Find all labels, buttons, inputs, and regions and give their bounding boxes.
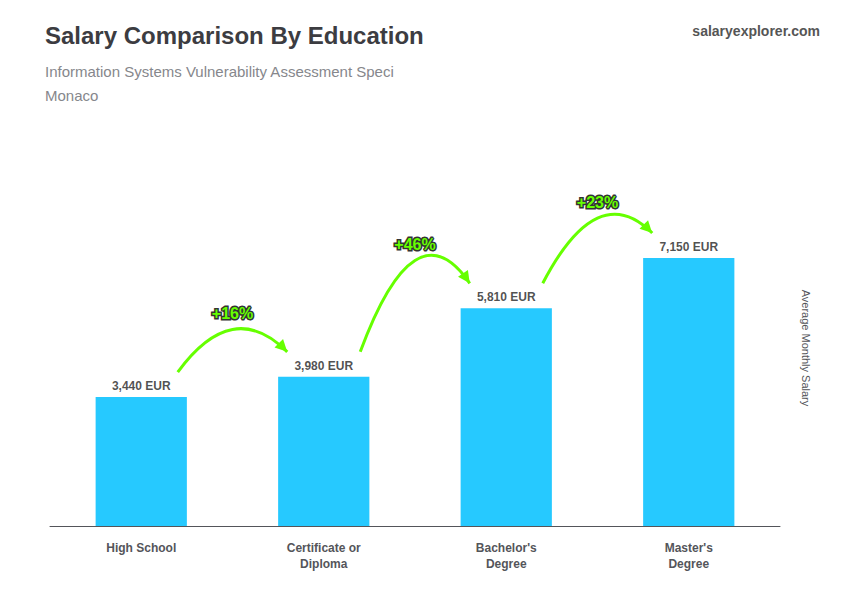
svg-text:salaryexplorer.com: salaryexplorer.com xyxy=(692,23,820,39)
svg-text:+23%: +23% xyxy=(577,194,618,211)
svg-text:Degree: Degree xyxy=(668,557,709,571)
svg-text:High School: High School xyxy=(106,541,176,555)
svg-text:Diploma: Diploma xyxy=(300,557,348,571)
svg-text:Bachelor's: Bachelor's xyxy=(476,541,537,555)
svg-text:Degree: Degree xyxy=(486,557,527,571)
svg-text:Salary Comparison By Education: Salary Comparison By Education xyxy=(45,22,424,49)
svg-text:3,980 EUR: 3,980 EUR xyxy=(294,359,353,373)
svg-text:Information Systems Vulnerabil: Information Systems Vulnerability Assess… xyxy=(45,63,394,80)
svg-text:Certificate or: Certificate or xyxy=(287,541,361,555)
svg-text:+46%: +46% xyxy=(394,236,435,253)
svg-text:7,150 EUR: 7,150 EUR xyxy=(659,240,718,254)
svg-text:5,810 EUR: 5,810 EUR xyxy=(477,290,536,304)
svg-text:Average Monthly Salary: Average Monthly Salary xyxy=(800,290,812,407)
svg-text:3,440 EUR: 3,440 EUR xyxy=(112,379,171,393)
svg-text:Master's: Master's xyxy=(665,541,714,555)
svg-text:Monaco: Monaco xyxy=(45,87,98,104)
svg-text:+16%: +16% xyxy=(212,305,253,322)
